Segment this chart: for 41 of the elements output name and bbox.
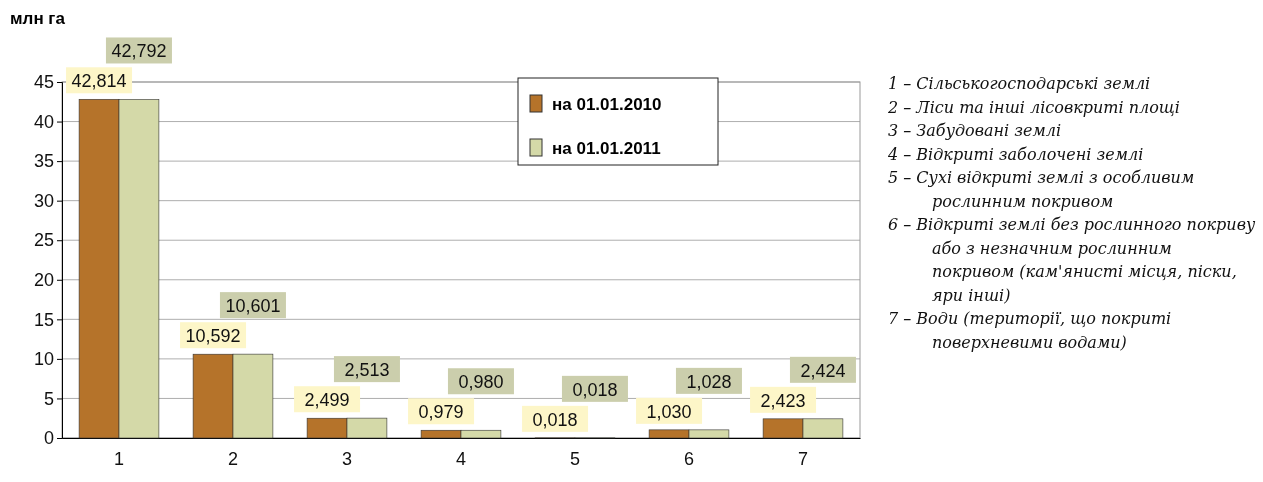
data-label: 2,423 (760, 390, 806, 411)
y-tick-label: 0 (43, 428, 54, 449)
text: 5 – Сухі відкриті землі з особливим рослинним покривом (888, 167, 1196, 213)
text: 1 – Сільськогосподарські землі (888, 73, 1152, 95)
data-label: 1,028 (686, 371, 732, 392)
text: 6 – Відкриті землі без рослинного покриву або з незначним рослинним покривом (кам'янисті місця, піски, яри інші) (888, 214, 1257, 307)
x-tick-label: 4 (455, 448, 467, 469)
data-label: 2,424 (800, 360, 846, 381)
y-tick-label: 45 (33, 72, 54, 93)
y-tick-label: 15 (33, 309, 54, 330)
data-label: 2,499 (304, 390, 350, 411)
x-tick-label: 5 (569, 448, 581, 469)
text: 3 – Забудовані землі (888, 120, 1063, 142)
data-label: 42,814 (71, 71, 127, 92)
x-tick-label: 6 (683, 448, 695, 469)
y-tick-label: 35 (33, 151, 54, 172)
data-label: 10,601 (225, 296, 281, 317)
text: 7 – Води (території, що покриті поверхневими водами) (888, 308, 1173, 354)
text: 2 – Ліси та інші лісовкриті площі (888, 96, 1181, 119)
data-label: 10,592 (185, 326, 241, 347)
y-tick-label: 10 (33, 349, 54, 370)
data-label: 0,018 (532, 409, 578, 430)
y-tick-label: 30 (33, 190, 54, 211)
y-tick-label: 20 (33, 270, 54, 291)
y-tick-label: 40 (33, 111, 54, 132)
x-tick-label: 2 (227, 448, 239, 469)
x-tick-label: 3 (341, 448, 353, 469)
x-tick-label: 7 (797, 448, 809, 469)
data-label: 0,979 (418, 402, 464, 423)
y-tick-label: 5 (43, 388, 54, 409)
legend-label: на 01.01.2010 (552, 95, 662, 114)
text: 4 – Відкриті заболочені землі (888, 143, 1145, 166)
data-label: 0,980 (458, 372, 504, 393)
data-label: 2,513 (344, 360, 390, 381)
x-tick-label: 1 (113, 448, 125, 469)
y-axis-title: млн га (10, 9, 66, 28)
data-label: 42,792 (111, 41, 167, 62)
data-label: 0,018 (572, 379, 618, 400)
y-tick-label: 25 (33, 230, 54, 251)
legend-label: на 01.01.2011 (552, 139, 661, 158)
data-label: 1,030 (646, 401, 692, 422)
